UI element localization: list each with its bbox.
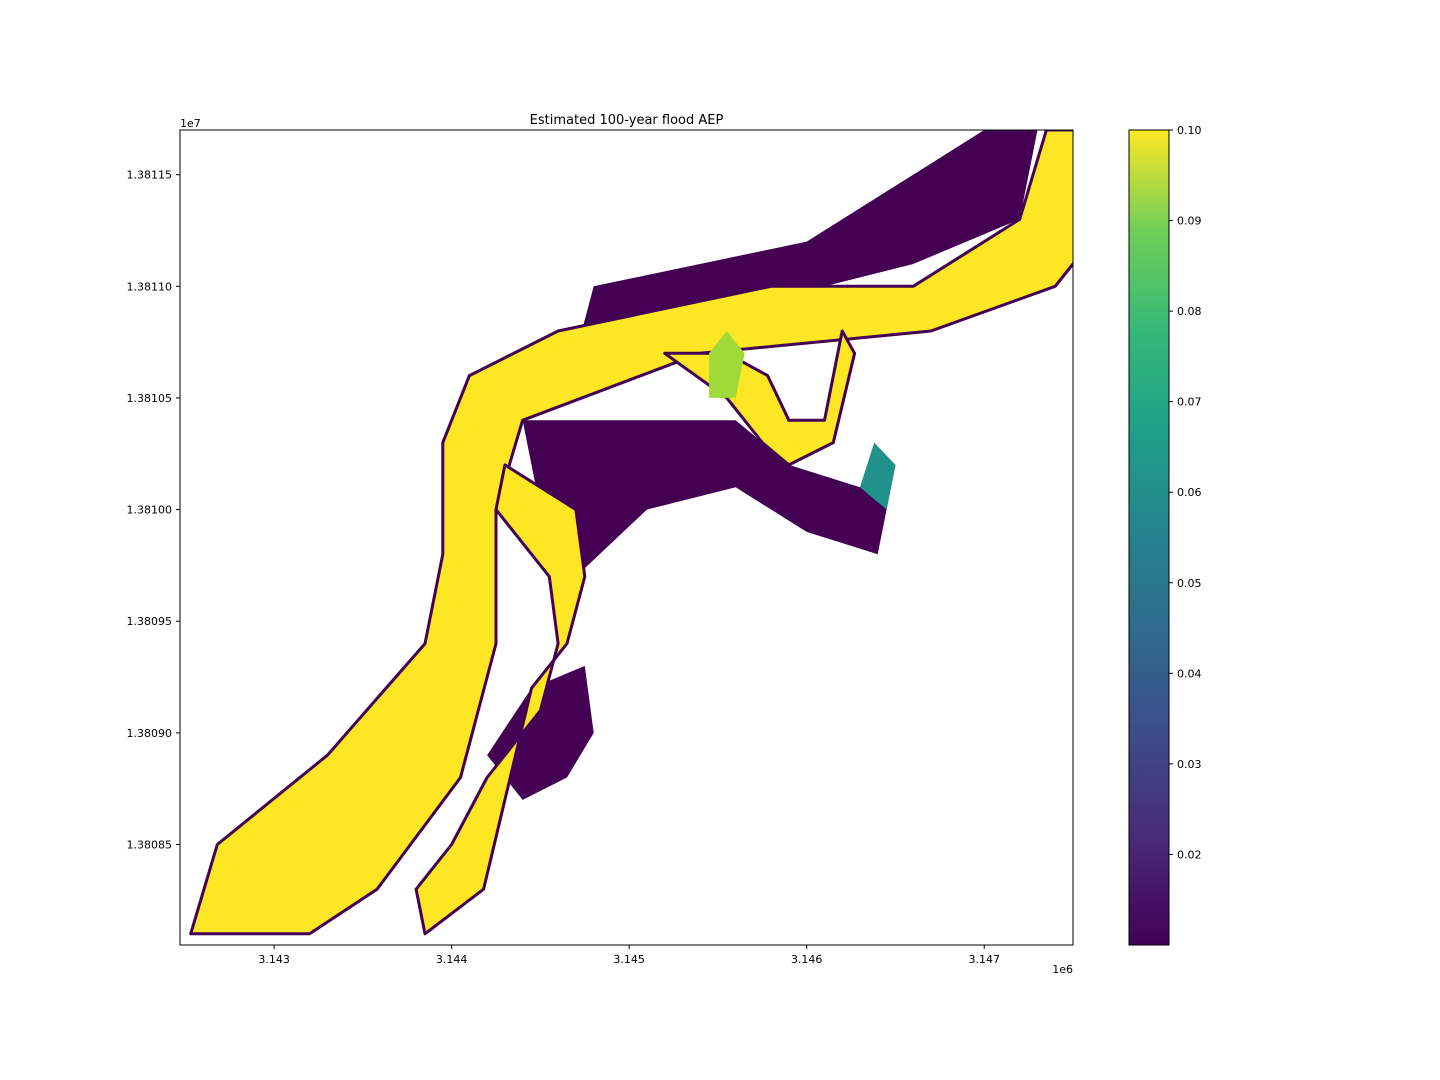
y-tick-label: 1.38105 [127, 392, 173, 405]
region-pond-teal [860, 442, 896, 510]
x-offset-label: 1e6 [1052, 963, 1073, 976]
heatmap-area [189, 130, 1073, 936]
x-axis: 3.143 3.144 3.145 3.146 3.147 [258, 945, 1000, 966]
y-tick-label: 1.38100 [127, 504, 173, 517]
region-floodplain-nw [575, 130, 1038, 354]
x-tick-label: 3.145 [613, 953, 645, 966]
plot-frame [179, 129, 1074, 946]
colorbar-tick-label: 0.06 [1177, 486, 1202, 499]
colorbar-tick-label: 0.03 [1177, 758, 1202, 771]
y-axis: 1.38085 1.38090 1.38095 1.38100 1.38105 1.381… [127, 169, 180, 852]
colorbar-tick-label: 0.02 [1177, 848, 1202, 861]
chart-title: Estimated 100-year flood AEP [530, 113, 724, 128]
colorbar-tick-label: 0.10 [1177, 124, 1202, 137]
x-tick-label: 3.147 [968, 953, 1000, 966]
colorbar-tick-label: 0.05 [1177, 577, 1202, 590]
colorbar-tick-label: 0.07 [1177, 396, 1202, 409]
region-main-channel [189, 130, 1073, 936]
region-side-channel [414, 463, 587, 936]
y-tick-label: 1.38085 [127, 839, 173, 852]
x-tick-label: 3.144 [436, 953, 468, 966]
y-tick-label: 1.38095 [127, 615, 173, 628]
colorbar-axis: 0.02 0.03 0.04 0.05 0.06 0.07 0.08 0.09 0.10 [1169, 124, 1202, 861]
colorbar-tick-label: 0.09 [1177, 215, 1202, 228]
y-offset-label: 1e7 [180, 117, 201, 130]
region-pond-green [709, 331, 745, 398]
colorbar [1128, 129, 1170, 946]
y-tick-label: 1.38110 [127, 280, 173, 293]
colorbar-tick-label: 0.08 [1177, 305, 1202, 318]
region-floodplain-center [522, 420, 896, 577]
x-tick-label: 3.146 [791, 953, 823, 966]
colorbar-tick-label: 0.04 [1177, 667, 1202, 680]
x-tick-label: 3.143 [258, 953, 290, 966]
y-tick-label: 1.38090 [127, 727, 173, 740]
y-tick-label: 1.38115 [127, 169, 173, 182]
